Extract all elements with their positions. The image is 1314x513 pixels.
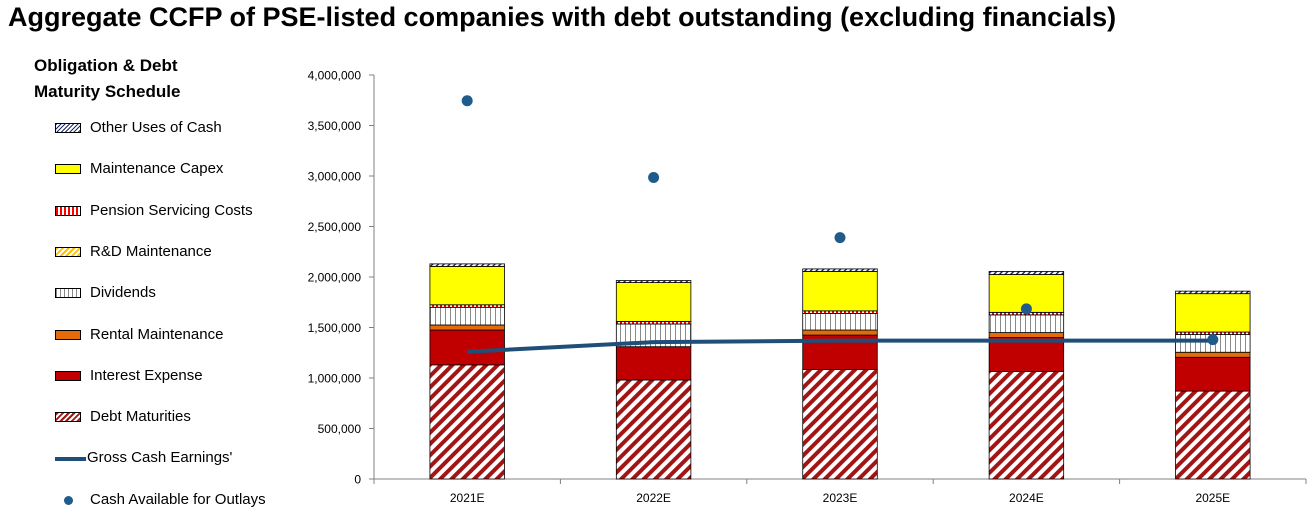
chart-title: Aggregate CCFP of PSE-listed companies w… <box>8 2 1117 32</box>
legend-label: Interest Expense <box>90 366 203 384</box>
legend: Obligation & Debt Maturity Schedule Othe… <box>0 0 290 513</box>
bar-interest-expense <box>1175 356 1251 392</box>
x-tick-label: 2021E <box>450 491 485 505</box>
legend-label: Pension Servicing Costs <box>90 201 253 219</box>
legend-swatch <box>55 412 81 423</box>
bar-maintenance-capex <box>1175 293 1251 333</box>
bar-maintenance-capex <box>802 271 878 312</box>
x-tick-label: 2025E <box>1195 491 1230 505</box>
x-tick-label: 2023E <box>823 491 858 505</box>
point-cash-available-for-outlays <box>1207 334 1219 346</box>
legend-swatch <box>55 246 81 257</box>
y-tick-label: 2,500,000 <box>308 220 362 234</box>
bar-interest-expense <box>615 346 692 381</box>
overlay <box>461 95 1219 354</box>
bar-debt-maturities <box>1175 390 1251 480</box>
bar-dividends <box>429 306 505 326</box>
bar-debt-maturities <box>988 371 1065 480</box>
legend-swatch <box>55 123 81 133</box>
legend-swatch <box>55 370 81 381</box>
legend-label: Cash Available for Outlays <box>90 490 266 508</box>
bar-rental-maintenance <box>429 324 505 331</box>
bars <box>429 263 1251 480</box>
bar-maintenance-capex <box>429 265 505 306</box>
point-cash-available-for-outlays <box>648 172 660 184</box>
y-tick-label: 1,500,000 <box>308 321 362 335</box>
bar-dividends <box>988 314 1065 333</box>
y-tick-label: 4,000,000 <box>308 69 362 83</box>
bar-debt-maturities <box>615 379 692 480</box>
legend-swatch <box>55 205 81 216</box>
x-tick-label: 2024E <box>1009 491 1044 505</box>
bar-interest-expense <box>429 329 505 366</box>
y-tick-label: 3,500,000 <box>308 119 362 133</box>
y-tick-label: 3,000,000 <box>308 170 362 184</box>
bar-rental-maintenance <box>1175 351 1251 358</box>
bar-other-uses-of-cash <box>1175 290 1251 295</box>
bar-interest-expense <box>988 337 1065 372</box>
bar-dividends <box>802 312 878 331</box>
bar-debt-maturities <box>429 364 505 480</box>
axes: 0 500,000 1,000,000 1,500,000 2,000,000 2,500… <box>308 69 1307 505</box>
legend-label: Dividends <box>90 284 156 302</box>
legend-swatch <box>55 164 81 175</box>
y-tick-label: 1,000,000 <box>308 372 362 386</box>
bar-other-uses-of-cash <box>615 280 692 283</box>
legend-label: R&D Maintenance <box>90 242 212 260</box>
legend-label: Debt Maturities <box>90 408 191 426</box>
x-tick-label: 2022E <box>636 491 671 505</box>
bar-debt-maturities <box>802 369 878 480</box>
bar-other-uses-of-cash <box>988 271 1065 275</box>
legend-line-marker <box>55 457 86 462</box>
y-tick-label: 500,000 <box>318 422 362 436</box>
bar-other-uses-of-cash <box>802 268 878 272</box>
line-gross-cash-earnings <box>467 338 1213 354</box>
legend-title: Obligation & Debt Maturity Schedule <box>34 56 181 101</box>
legend-label: Other Uses of Cash <box>90 119 222 136</box>
legend-swatch <box>55 288 81 299</box>
legend-dot-marker <box>64 495 73 505</box>
y-tick-label: 2,000,000 <box>308 271 362 285</box>
legend-label: Gross Cash Earnings' <box>87 449 233 467</box>
bar-rental-maintenance <box>802 329 878 336</box>
point-cash-available-for-outlays <box>834 232 846 244</box>
point-cash-available-for-outlays <box>461 95 473 107</box>
point-cash-available-for-outlays <box>1020 303 1032 315</box>
bar-other-uses-of-cash <box>429 263 505 267</box>
y-tick-label: 0 <box>354 473 361 487</box>
bar-maintenance-capex <box>615 282 692 322</box>
legend-label: Rental Maintenance <box>90 325 224 343</box>
bar-rental-maintenance <box>988 332 1065 338</box>
legend-label: Maintenance Capex <box>90 160 224 178</box>
legend-swatch <box>55 329 81 340</box>
